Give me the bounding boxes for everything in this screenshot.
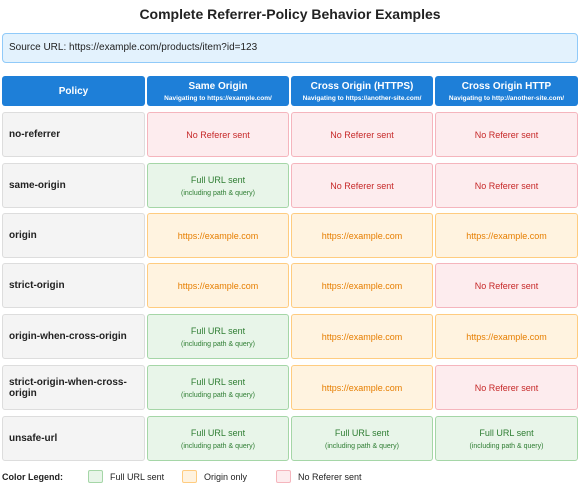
header-cell: Same Origin Navigating to https://example…: [147, 76, 289, 106]
cell-text: Full URL sent: [190, 325, 246, 336]
legend-label: No Referer sent: [298, 472, 362, 482]
behavior-cell: Full URL sent (including path & query): [435, 416, 578, 461]
cell-text: Full URL sent: [190, 174, 246, 185]
header-title: Same Origin: [188, 80, 248, 92]
header-cell: Policy: [2, 76, 145, 106]
policy-name: no-referrer: [2, 112, 145, 157]
behavior-cell: Full URL sent (including path & query): [147, 314, 289, 359]
behavior-cell: No Referer sent: [291, 163, 433, 208]
behavior-cell: No Referer sent: [147, 112, 289, 157]
behavior-cell: Full URL sent (including path & query): [147, 365, 289, 410]
behavior-cell: No Referer sent: [435, 112, 578, 157]
cell-text: https://example.com: [321, 280, 403, 291]
cell-text: No Referer sent: [330, 180, 394, 191]
behavior-cell: https://example.com: [291, 213, 433, 258]
cell-text: Full URL sent: [190, 376, 246, 387]
cell-text: https://example.com: [177, 230, 259, 241]
cell-text: Full URL sent: [479, 427, 534, 438]
cell-text: No Referer sent: [330, 129, 394, 140]
cell-text: https://example.com: [177, 280, 259, 291]
behavior-cell: https://example.com: [147, 263, 289, 308]
header-title: Cross Origin (HTTPS): [310, 80, 414, 92]
policy-name: strict-origin-when-cross-origin: [2, 365, 145, 410]
behavior-cell: No Referer sent: [435, 263, 578, 308]
cell-text: https://example.com: [321, 230, 403, 241]
cell-text: https://example.com: [321, 331, 403, 342]
legend-label: Origin only: [204, 472, 248, 482]
cell-text: https://example.com: [466, 230, 547, 241]
legend-title: Color Legend:: [2, 472, 63, 482]
header-title: Policy: [58, 85, 89, 97]
behavior-cell: https://example.com: [147, 213, 289, 258]
cell-text: Full URL sent: [334, 427, 390, 438]
cell-note: (including path & query): [181, 189, 255, 197]
cell-text: No Referer sent: [186, 129, 250, 140]
cell-note: (including path & query): [181, 442, 255, 450]
cell-note: (including path & query): [181, 340, 255, 348]
policy-name: same-origin: [2, 163, 145, 208]
legend-swatch: [88, 470, 103, 483]
title: Complete Referrer-Policy Behavior Exampl…: [139, 6, 441, 22]
behavior-cell: https://example.com: [435, 213, 578, 258]
source-url: Source URL: https://example.com/products…: [2, 33, 578, 63]
header-cell: Cross Origin (HTTPS) Navigating to https:…: [291, 76, 433, 106]
header-title: Cross Origin HTTP: [461, 80, 552, 92]
policy-name: strict-origin: [2, 263, 145, 308]
cell-text: Full URL sent: [190, 427, 246, 438]
behavior-cell: No Referer sent: [291, 112, 433, 157]
policy-name: origin-when-cross-origin: [2, 314, 145, 359]
header-subtitle: Navigating to http://another-site.com/: [448, 94, 565, 102]
cell-note: (including path & query): [181, 391, 255, 399]
cell-text: No Referer sent: [474, 180, 539, 191]
header-cell: Cross Origin HTTP Navigating to http://an…: [435, 76, 578, 106]
behavior-cell: Full URL sent (including path & query): [147, 416, 289, 461]
header-subtitle: Navigating to https://another-site.com/: [302, 94, 422, 102]
behavior-cell: https://example.com: [291, 314, 433, 359]
behavior-cell: https://example.com: [435, 314, 578, 359]
behavior-cell: https://example.com: [291, 365, 433, 410]
legend-swatch: [182, 470, 197, 483]
cell-text: No Referer sent: [474, 382, 539, 393]
legend-label: Full URL sent: [110, 472, 165, 482]
cell-note: (including path & query): [325, 442, 399, 450]
behavior-cell: No Referer sent: [435, 163, 578, 208]
cell-text: No Referer sent: [474, 129, 539, 140]
behavior-cell: Full URL sent (including path & query): [147, 163, 289, 208]
cell-text: https://example.com: [466, 331, 547, 342]
behavior-cell: No Referer sent: [435, 365, 578, 410]
behavior-cell: https://example.com: [291, 263, 433, 308]
cell-text: No Referer sent: [474, 280, 539, 291]
header-subtitle: Navigating to https://example.com/: [164, 94, 272, 102]
policy-name: unsafe-url: [2, 416, 145, 461]
behavior-cell: Full URL sent (including path & query): [291, 416, 433, 461]
cell-text: https://example.com: [321, 382, 403, 393]
legend-swatch: [276, 470, 291, 483]
cell-note: (including path & query): [469, 442, 544, 450]
policy-name: origin: [2, 213, 145, 258]
